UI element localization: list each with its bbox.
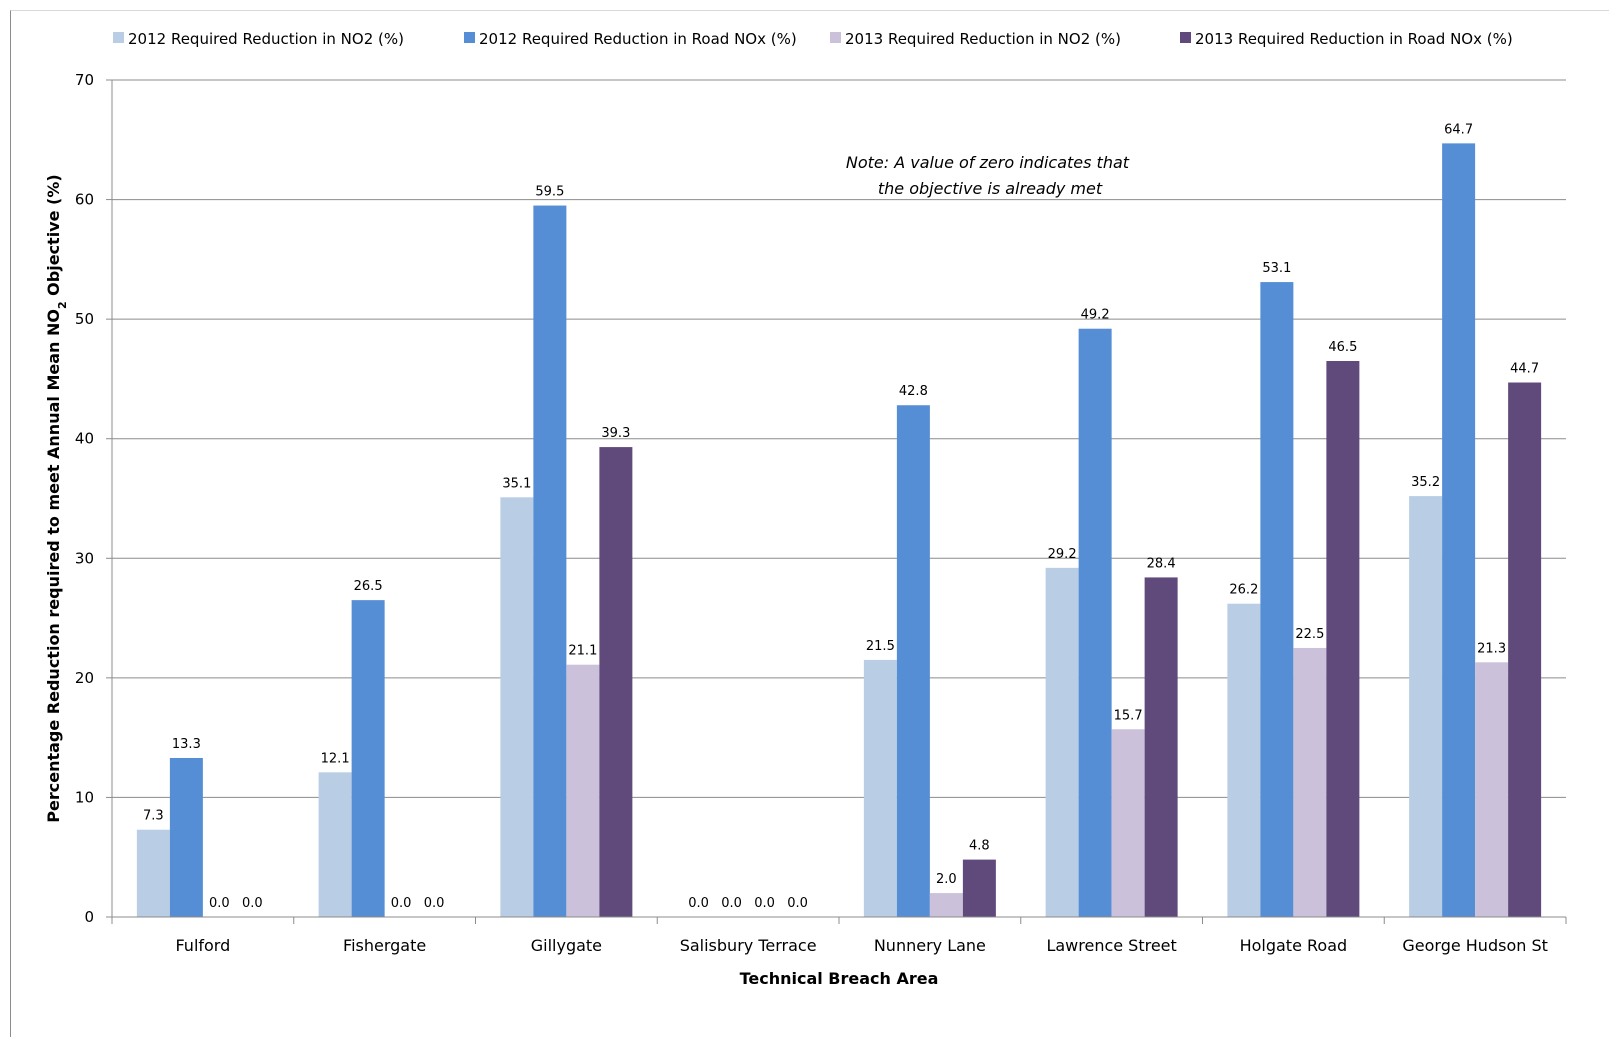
data-label: 35.2 xyxy=(1411,475,1440,490)
category-labels: Fulford Fishergate Gillygate Salisbury Terr… xyxy=(175,936,1547,955)
bar xyxy=(318,772,352,917)
y-axis-title: Percentage Reduction required to meet An… xyxy=(44,174,69,822)
category-label: Salisbury Terrace xyxy=(680,936,817,955)
bar xyxy=(1078,328,1112,917)
y-tick-labels: 0 10 20 30 40 50 60 70 xyxy=(75,71,94,926)
annotation-line-2: the objective is already met xyxy=(878,179,1103,198)
y-tick-label: 40 xyxy=(75,430,94,448)
legend: 2012 Required Reduction in NO2 (%) 2012 R… xyxy=(113,30,1513,48)
data-label: 53.1 xyxy=(1262,261,1291,276)
data-label: 44.7 xyxy=(1510,362,1539,377)
bar xyxy=(1293,647,1327,917)
legend-label: 2012 Required Reduction in NO2 (%) xyxy=(128,30,404,48)
y-axis-title-main: Percentage Reduction required to meet An… xyxy=(44,309,63,823)
data-label: 0.0 xyxy=(688,896,709,911)
legend-swatch xyxy=(830,32,841,43)
data-label: 64.7 xyxy=(1444,122,1473,137)
bar xyxy=(1326,360,1360,917)
data-label: 0.0 xyxy=(209,896,230,911)
y-axis-title-subscript: 2 xyxy=(56,301,69,309)
y-tick-label: 50 xyxy=(75,310,94,328)
data-label: 26.5 xyxy=(354,579,383,594)
data-label: 42.8 xyxy=(899,384,928,399)
bar xyxy=(1111,729,1145,917)
legend-swatch xyxy=(464,32,475,43)
bar xyxy=(1409,496,1443,917)
data-label: 21.5 xyxy=(866,639,895,654)
data-label: 0.0 xyxy=(242,896,263,911)
data-label: 7.3 xyxy=(143,809,164,824)
y-tick-label: 70 xyxy=(75,71,94,89)
annotation-note: Note: A value of zero indicates that the… xyxy=(846,153,1134,198)
data-label: 59.5 xyxy=(535,185,564,200)
y-axis-title-end: Objective (%) xyxy=(44,174,63,301)
bar xyxy=(1144,577,1178,917)
data-label: 29.2 xyxy=(1048,547,1077,562)
data-label: 46.5 xyxy=(1328,340,1357,355)
data-label: 2.0 xyxy=(936,872,957,887)
bar xyxy=(169,757,203,917)
y-tick-label: 10 xyxy=(75,788,94,806)
y-tick-label: 0 xyxy=(84,908,94,926)
x-axis xyxy=(111,916,1567,924)
legend-label: 2012 Required Reduction in Road NOx (%) xyxy=(479,30,797,48)
bar xyxy=(136,829,170,917)
bar xyxy=(896,405,930,917)
bar xyxy=(1475,662,1509,917)
category-label: Fishergate xyxy=(343,936,426,955)
y-tick-label: 60 xyxy=(75,191,94,209)
legend-label: 2013 Required Reduction in Road NOx (%) xyxy=(1195,30,1513,48)
bar xyxy=(1227,603,1261,917)
y-tick-label: 20 xyxy=(75,669,94,687)
category-label: Nunnery Lane xyxy=(874,936,986,955)
data-labels: 7.3 13.3 0.0 0.0 12.1 26.5 0.0 0.0 35.1 59.5 21.1 3… xyxy=(143,122,1539,911)
bar xyxy=(566,664,600,917)
data-label: 15.7 xyxy=(1114,708,1143,723)
bars xyxy=(136,143,1542,918)
legend-swatch xyxy=(113,32,124,43)
x-axis-title: Technical Breach Area xyxy=(740,969,939,988)
category-label: Holgate Road xyxy=(1240,936,1348,955)
data-label: 35.1 xyxy=(502,476,531,491)
data-label: 22.5 xyxy=(1295,627,1324,642)
data-label: 4.8 xyxy=(969,839,990,854)
bar xyxy=(1508,382,1542,917)
bar xyxy=(929,893,963,917)
data-label: 12.1 xyxy=(321,751,350,766)
data-label: 13.3 xyxy=(172,737,201,752)
bar xyxy=(599,447,633,917)
bar xyxy=(1260,282,1294,918)
data-label: 21.1 xyxy=(568,644,597,659)
legend-label: 2013 Required Reduction in NO2 (%) xyxy=(845,30,1121,48)
category-label: Fulford xyxy=(175,936,230,955)
category-label: Gillygate xyxy=(531,936,602,955)
data-label: 28.4 xyxy=(1147,556,1176,571)
data-label: 39.3 xyxy=(601,426,630,441)
bar xyxy=(1045,567,1079,917)
category-label: George Hudson St xyxy=(1402,936,1548,955)
data-label: 0.0 xyxy=(787,896,808,911)
data-label: 21.3 xyxy=(1477,641,1506,656)
y-tick-label: 30 xyxy=(75,549,94,567)
category-label: Lawrence Street xyxy=(1046,936,1176,955)
bar xyxy=(533,205,567,918)
data-label: 0.0 xyxy=(424,896,445,911)
bar xyxy=(863,659,897,917)
data-label: 49.2 xyxy=(1081,308,1110,323)
bar xyxy=(1442,143,1476,917)
bar xyxy=(500,497,534,917)
annotation-line-1: Note: A value of zero indicates that xyxy=(846,153,1130,172)
bar xyxy=(351,600,385,917)
data-label: 0.0 xyxy=(721,896,742,911)
data-label: 26.2 xyxy=(1229,583,1258,598)
legend-swatch xyxy=(1180,32,1191,43)
data-label: 0.0 xyxy=(391,896,412,911)
data-label: 0.0 xyxy=(754,896,775,911)
bar xyxy=(962,859,996,917)
